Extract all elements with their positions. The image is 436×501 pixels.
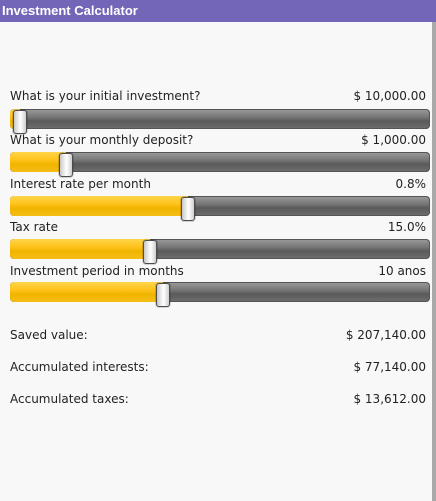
monthly-deposit-label: What is your monthly deposit? xyxy=(10,133,194,147)
initial-investment-label: What is your initial investment? xyxy=(10,89,201,103)
accumulated-taxes-amount: $ 13,612.00 xyxy=(353,392,426,406)
slider-track xyxy=(10,196,430,216)
saved-value-amount: $ 207,140.00 xyxy=(345,328,426,342)
slider-fill xyxy=(10,239,150,259)
slider-track xyxy=(10,282,430,302)
slider-fill xyxy=(10,152,66,172)
monthly-deposit-slider[interactable] xyxy=(10,152,430,177)
interest-rate-value: 0.8% xyxy=(395,177,427,191)
slider-thumb[interactable] xyxy=(156,283,170,307)
titlebar: Investment Calculator xyxy=(0,0,436,22)
monthly-deposit-value: $ 1,000.00 xyxy=(361,133,426,147)
app-title: Investment Calculator xyxy=(2,3,138,18)
accumulated-interests-amount: $ 77,140.00 xyxy=(353,360,426,374)
slider-thumb[interactable] xyxy=(143,240,157,264)
accumulated-interests-label: Accumulated interests: xyxy=(10,360,149,374)
interest-rate-slider[interactable] xyxy=(10,196,430,221)
slider-fill xyxy=(10,282,163,302)
tax-rate-slider[interactable] xyxy=(10,239,430,264)
initial-investment-value: $ 10,000.00 xyxy=(353,89,426,103)
investment-period-label: Investment period in months xyxy=(10,264,184,278)
slider-thumb[interactable] xyxy=(59,153,73,177)
slider-track xyxy=(10,152,430,172)
slider-thumb[interactable] xyxy=(181,197,195,221)
slider-fill xyxy=(10,196,188,216)
slider-track xyxy=(10,109,430,129)
tax-rate-value: 15.0% xyxy=(387,220,426,234)
slider-thumb[interactable] xyxy=(13,110,27,134)
investment-period-slider[interactable] xyxy=(10,282,430,307)
interest-rate-label: Interest rate per month xyxy=(10,177,151,191)
initial-investment-slider[interactable] xyxy=(10,109,430,134)
main-content: What is your initial investment? $ 10,00… xyxy=(0,22,436,501)
saved-value-label: Saved value: xyxy=(10,328,88,342)
accumulated-taxes-label: Accumulated taxes: xyxy=(10,392,129,406)
tax-rate-label: Tax rate xyxy=(10,220,58,234)
slider-track xyxy=(10,239,430,259)
investment-period-value: 10 anos xyxy=(378,264,426,278)
